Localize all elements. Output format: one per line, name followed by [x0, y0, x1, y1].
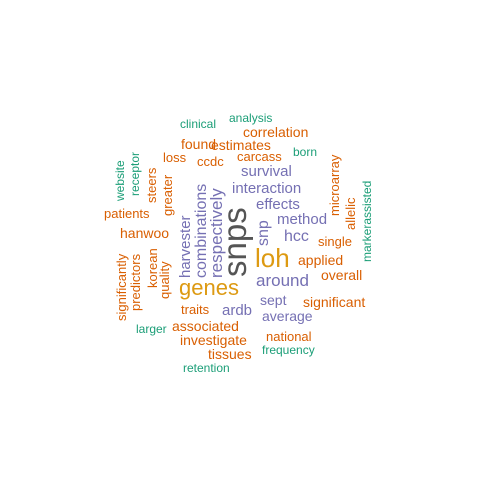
word-national: national	[266, 329, 312, 344]
word-loh: loh	[255, 243, 290, 273]
word-quality: quality	[157, 261, 172, 299]
word-patients: patients	[104, 206, 150, 221]
word-receptor: receptor	[128, 151, 142, 196]
word-significantly: significantly	[114, 253, 129, 321]
word-found: found	[181, 136, 217, 152]
word-effects: effects	[256, 196, 300, 213]
word-carcass: carcass	[237, 149, 282, 164]
word-snp: snp	[255, 220, 272, 246]
word-survival: survival	[241, 163, 292, 180]
word-harvester: harvester	[177, 215, 194, 278]
word-interaction: interaction	[232, 180, 302, 197]
word-markerassisted: markerassisted	[360, 180, 374, 262]
word-hcc: hcc	[284, 228, 309, 245]
word-allelic: allelic	[343, 197, 358, 230]
word-tissues: tissues	[208, 346, 252, 362]
word-traits: traits	[181, 302, 210, 317]
word-clinical: clinical	[180, 117, 217, 131]
word-larger: larger	[136, 322, 167, 336]
word-steers: steers	[144, 167, 159, 203]
word-ardb: ardb	[222, 302, 253, 319]
word-hanwoo: hanwoo	[120, 225, 170, 241]
word-microarray: microarray	[327, 154, 342, 216]
word-estimates: estimates	[211, 137, 271, 153]
word-sept: sept	[260, 292, 287, 308]
word-frequency: frequency	[262, 343, 315, 357]
word-loss: loss	[163, 150, 187, 165]
word-applied: applied	[298, 252, 344, 268]
word-website: website	[113, 160, 127, 201]
word-born: born	[293, 145, 318, 159]
word-method: method	[277, 211, 328, 228]
word-retention: retention	[183, 361, 230, 375]
word-predictors: predictors	[128, 253, 143, 311]
word-analysis: analysis	[229, 111, 273, 125]
word-single: single	[318, 234, 352, 249]
word-average: average	[262, 308, 313, 324]
word-genes: genes	[179, 275, 239, 300]
word-associated: associated	[172, 318, 239, 334]
word-correlation: correlation	[243, 124, 309, 140]
word-investigate: investigate	[180, 332, 247, 348]
word-significant: significant	[303, 294, 366, 310]
word-overall: overall	[321, 267, 363, 283]
word-ccdc: ccdc	[197, 154, 224, 169]
word-respectively: respectively	[207, 188, 226, 278]
word-greater: greater	[160, 174, 175, 216]
word-around: around	[256, 271, 309, 290]
word-combinations: combinations	[193, 183, 210, 278]
